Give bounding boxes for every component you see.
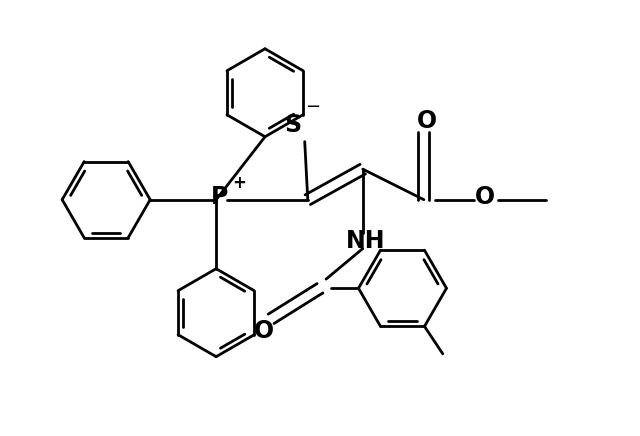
Text: +: + bbox=[232, 174, 246, 191]
Text: −: − bbox=[305, 98, 320, 116]
Text: O: O bbox=[253, 319, 274, 343]
Text: NH: NH bbox=[346, 228, 385, 252]
Text: P: P bbox=[211, 184, 228, 208]
Text: O: O bbox=[417, 109, 437, 133]
Text: O: O bbox=[475, 184, 495, 208]
Text: S: S bbox=[284, 113, 301, 137]
